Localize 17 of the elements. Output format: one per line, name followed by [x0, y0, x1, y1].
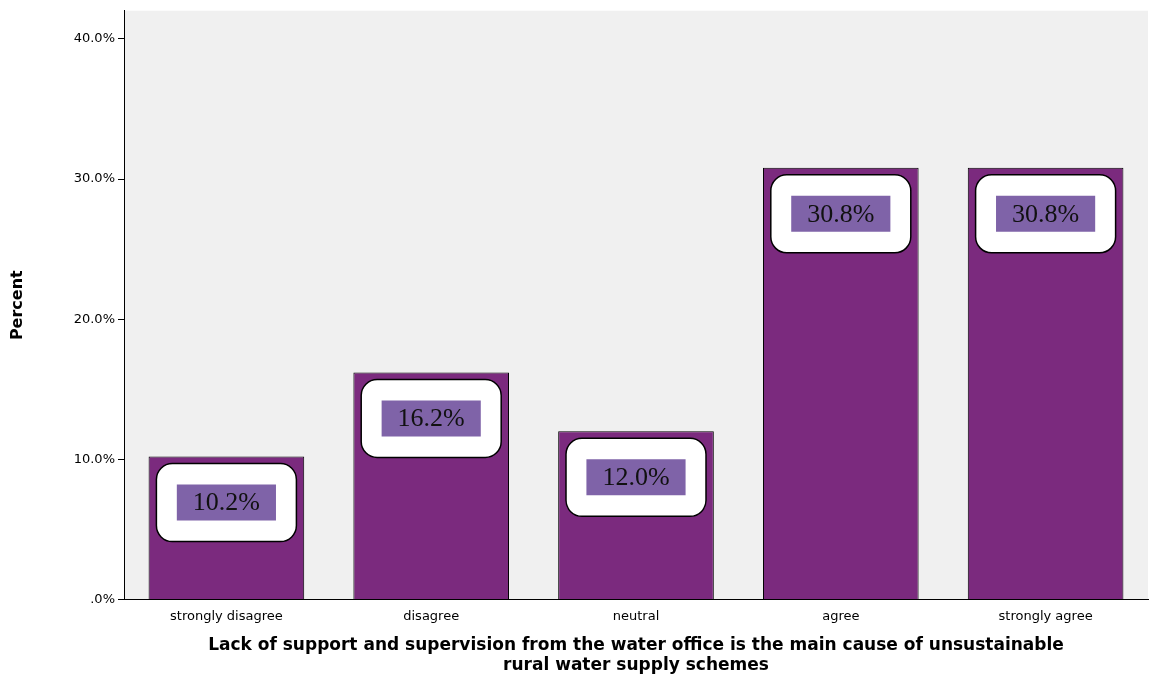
- x-tick-label: neutral: [612, 607, 660, 623]
- data-label: 30.8%: [1012, 198, 1080, 228]
- data-label: 12.0%: [602, 462, 670, 492]
- data-label: 16.2%: [397, 403, 465, 433]
- data-label: 10.2%: [192, 487, 260, 517]
- y-tick-label: 10.0%: [73, 450, 115, 466]
- x-tick-label: disagree: [403, 607, 460, 623]
- y-tick-label: 40.0%: [73, 30, 115, 46]
- data-label: 30.8%: [807, 198, 875, 228]
- y-tick-label: 20.0%: [73, 310, 115, 326]
- x-tick-label: strongly agree: [998, 607, 1093, 623]
- y-tick-label: 30.0%: [73, 170, 115, 186]
- x-tick-label: agree: [822, 607, 860, 623]
- x-axis-title: Lack of support and supervision from the water office is the main cause of unsustainable rural water supply schemes: [208, 633, 1064, 675]
- y-axis-title: Percent: [6, 269, 26, 341]
- y-tick-label: .0%: [90, 590, 115, 606]
- x-tick-label: strongly disagree: [170, 607, 283, 623]
